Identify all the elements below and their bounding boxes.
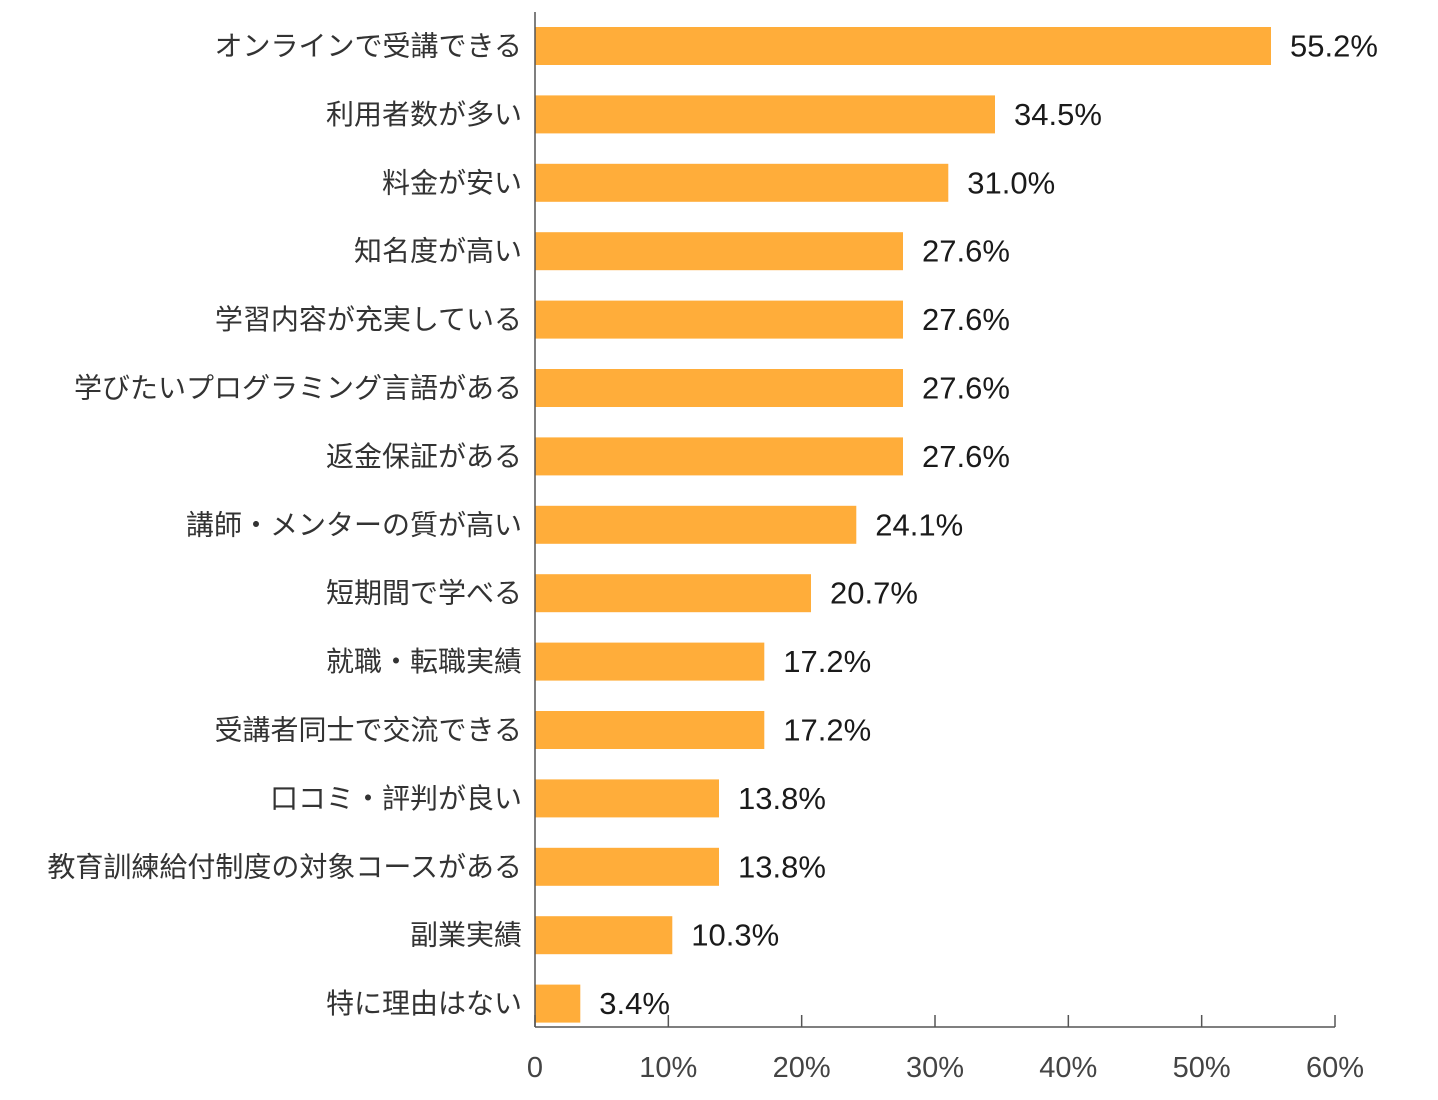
value-label: 34.5%: [1014, 97, 1102, 132]
bar: [535, 847, 719, 886]
bar: [535, 163, 949, 202]
x-tick-label: 10%: [639, 1052, 697, 1084]
category-label: 口コミ・評判が良い: [270, 782, 522, 815]
category-label: 講師・メンターの質が高い: [186, 508, 522, 541]
x-tick-label: 20%: [773, 1052, 831, 1084]
bar: [535, 505, 857, 544]
value-label: 3.4%: [599, 986, 670, 1021]
value-label: 20.7%: [830, 576, 918, 611]
bar: [535, 95, 995, 134]
bar: [535, 642, 765, 681]
value-label: 31.0%: [967, 165, 1055, 200]
bar: [535, 916, 673, 955]
bar: [535, 232, 903, 271]
value-label: 13.8%: [738, 849, 826, 884]
value-label: 27.6%: [922, 439, 1010, 474]
value-label: 27.6%: [922, 371, 1010, 406]
bar: [535, 27, 1271, 65]
x-tick-label: 50%: [1173, 1052, 1231, 1084]
category-label: オンラインで受講できる: [215, 30, 522, 63]
x-tick-label: 30%: [906, 1052, 964, 1084]
bar: [535, 369, 903, 407]
category-label: 返金保証がある: [326, 440, 522, 473]
value-label: 55.2%: [1290, 29, 1378, 64]
category-label: 学習内容が充実している: [215, 303, 522, 336]
x-tick-label: 40%: [1039, 1052, 1097, 1084]
value-label: 13.8%: [738, 781, 826, 816]
bar: [535, 437, 903, 476]
category-label: 受講者同士で交流できる: [215, 714, 522, 747]
value-label: 17.2%: [783, 713, 871, 748]
bar: [535, 711, 765, 749]
bar: [535, 574, 811, 613]
bar: [535, 779, 719, 818]
x-tick-label: 0: [527, 1052, 543, 1084]
value-label: 27.6%: [922, 234, 1010, 269]
category-label: 副業実績: [410, 919, 522, 952]
category-label: 知名度が高い: [354, 235, 522, 268]
bar: [535, 984, 581, 1023]
category-label: 学びたいプログラミング言語がある: [74, 372, 522, 405]
category-label: 短期間で学べる: [326, 577, 522, 610]
category-label: 特に理由はない: [326, 987, 522, 1020]
category-label: 教育訓練給付制度の対象コースがある: [47, 850, 522, 883]
category-label: 就職・転職実績: [326, 645, 522, 678]
category-label: 利用者数が多い: [326, 98, 522, 131]
x-tick-label: 60%: [1306, 1052, 1364, 1084]
bar: [535, 300, 903, 339]
value-label: 17.2%: [783, 644, 871, 679]
value-label: 27.6%: [922, 302, 1010, 337]
value-label: 24.1%: [875, 507, 963, 542]
category-label: 料金が安い: [382, 166, 522, 199]
value-label: 10.3%: [691, 918, 779, 953]
